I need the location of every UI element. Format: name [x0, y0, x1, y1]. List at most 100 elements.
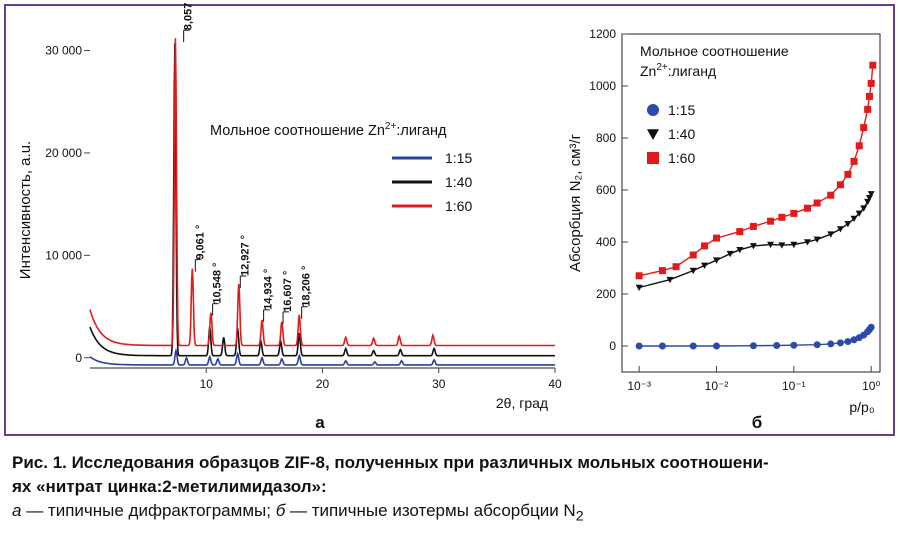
xrd-x-tick-label: 10: [200, 377, 214, 391]
caption-title-line2: ях «нитрат цинка:2-метилимидазол»:: [12, 477, 327, 496]
isotherm-point-1-60: [701, 242, 709, 250]
isotherm-point-1-40: [726, 250, 734, 258]
isotherm-point-1-15: [844, 338, 852, 346]
isotherm-y-ticks: 0 200 400 600 800 1000 1200: [589, 27, 628, 353]
isotherm-legend-label: 1:40: [668, 126, 695, 142]
isotherm-point-1-15: [867, 323, 875, 331]
isotherm-point-1-60: [672, 263, 680, 271]
xrd-panel-label: а: [315, 413, 325, 432]
xrd-legend: Мольное соотношение Zn2+:лиганд 1:15 1:40…: [210, 121, 472, 214]
isotherm-point-1-60: [860, 124, 868, 132]
isotherm-y-tick-label: 600: [596, 183, 616, 197]
isotherm-point-1-60: [869, 61, 877, 69]
xrd-legend-label: 1:60: [445, 198, 472, 214]
xrd-peak-label: 8,057 °: [183, 0, 195, 30]
isotherm-point-1-40: [701, 262, 709, 269]
xrd-x-ticks: 10 20 30 40: [200, 368, 562, 391]
isotherm-point-1-60: [865, 92, 873, 100]
isotherm-point-1-40: [867, 191, 875, 198]
isotherm-point-1-60: [767, 217, 775, 225]
figure-charts: Интенсивность, а.u. 2θ, град а 0 10 000 20…: [17, 0, 881, 432]
xrd-peak-label: 16,607 °: [282, 271, 294, 312]
isotherm-x-tick-label: 10⁻³: [627, 379, 651, 393]
isotherm-point-1-60: [790, 209, 798, 217]
isotherm-point-1-40: [736, 247, 744, 254]
caption-a-letter: а: [12, 501, 22, 520]
isotherm-point-1-40: [860, 205, 868, 212]
isotherm-point-1-40: [749, 243, 757, 250]
xrd-peak-labels: 8,057 ° 9,061 ° 10,548 ° 12,927 ° 14,934 ° 16…: [183, 0, 313, 324]
isotherm-x-tick-label: 10⁻²: [705, 379, 729, 393]
isotherm-point-1-60: [867, 79, 875, 87]
xrd-y-axis-label: Интенсивность, а.u.: [17, 141, 34, 279]
isotherm-y-axis-label: Абсорбция N₂, см³/г: [567, 133, 584, 272]
isotherm-point-1-15: [635, 342, 643, 350]
isotherm-point-1-40: [836, 226, 844, 233]
isotherm-point-1-40: [844, 221, 852, 228]
xrd-legend-label: 1:15: [445, 150, 472, 166]
xrd-peak-label: 10,548 °: [212, 263, 224, 304]
isotherm-y-tick-label: 1200: [589, 27, 616, 41]
isotherm-series-line-1-40: [639, 193, 872, 289]
isotherm-point-1-60: [635, 272, 643, 280]
xrd-x-tick-label: 20: [316, 377, 330, 391]
figure-caption: Рис. 1. Исследования образцов ZIF-8, пол…: [12, 451, 892, 528]
caption-b-sub: 2: [575, 508, 584, 525]
xrd-peak-label: 18,206 °: [301, 266, 313, 307]
isotherm-panel: Абсорбция N₂, см³/г p/p₀ б 0 200 400 600 800…: [567, 27, 881, 432]
isotherm-point-1-40: [635, 284, 643, 291]
xrd-y-tick-label: 20 000: [45, 146, 82, 160]
isotherm-point-1-40: [813, 236, 821, 243]
isotherm-point-1-15: [773, 341, 781, 349]
isotherm-point-1-40: [689, 267, 697, 275]
isotherm-point-1-40: [790, 241, 798, 249]
isotherm-legend-title-line1: Мольное соотношение: [640, 43, 789, 59]
isotherm-y-tick-label: 200: [596, 287, 616, 301]
isotherm-point-1-15: [827, 340, 835, 348]
xrd-x-tick-label: 40: [548, 377, 562, 391]
caption-a-text: — типичные дифрактограммы;: [21, 501, 276, 520]
isotherm-point-1-60: [689, 251, 697, 259]
caption-b-text: — типичные изотермы абсорбции N: [285, 501, 576, 520]
isotherm-point-1-40: [713, 257, 721, 264]
caption-b-letter: б: [275, 501, 286, 520]
xrd-y-tick-label: 10 000: [45, 248, 82, 262]
isotherm-point-1-60: [836, 181, 844, 189]
xrd-panel: Интенсивность, а.u. 2θ, град а 0 10 000 20…: [17, 0, 562, 432]
isotherm-y-tick-label: 800: [596, 131, 616, 145]
isotherm-point-1-40: [855, 210, 863, 217]
isotherm-y-tick-label: 400: [596, 235, 616, 249]
xrd-x-axis-label: 2θ, град: [496, 395, 548, 411]
isotherm-point-1-60: [813, 199, 821, 207]
isotherm-point-1-40: [850, 215, 858, 223]
isotherm-x-ticks: 10⁻³ 10⁻² 10⁻¹ 10⁰: [627, 366, 880, 393]
isotherm-panel-label: б: [752, 413, 763, 432]
isotherm-legend-marker: [647, 104, 659, 116]
isotherm-x-axis-label: p/p₀: [849, 399, 874, 415]
xrd-legend-title: Мольное соотношение Zn2+:лиганд: [210, 121, 447, 139]
isotherm-point-1-60: [844, 170, 852, 178]
xrd-series-line-1-40: [89, 43, 555, 357]
xrd-peak-label: 14,934 °: [263, 269, 275, 310]
isotherm-point-1-60: [855, 142, 863, 150]
isotherm-point-1-40: [767, 241, 775, 249]
isotherm-y-tick-label: 0: [609, 339, 616, 353]
isotherm-point-1-40: [827, 231, 835, 238]
isotherm-point-1-60: [749, 222, 757, 230]
isotherm-legend-marker: [647, 129, 659, 140]
xrd-y-tick-label: 30 000: [45, 43, 82, 57]
isotherm-point-1-15: [713, 342, 721, 350]
isotherm-point-1-40: [803, 239, 811, 246]
isotherm-point-1-60: [713, 234, 721, 242]
isotherm-x-tick-label: 10⁻¹: [782, 379, 806, 393]
isotherm-point-1-60: [803, 204, 811, 212]
isotherm-legend-label: 1:15: [668, 102, 695, 118]
isotherm-point-1-60: [736, 228, 744, 236]
isotherm-point-1-15: [813, 341, 821, 349]
isotherm-point-1-60: [864, 105, 872, 113]
xrd-series: [89, 38, 555, 366]
xrd-x-tick-label: 30: [432, 377, 446, 391]
xrd-legend-label: 1:40: [445, 174, 472, 190]
isotherm-point-1-15: [790, 341, 798, 349]
isotherm-point-1-60: [827, 191, 835, 199]
